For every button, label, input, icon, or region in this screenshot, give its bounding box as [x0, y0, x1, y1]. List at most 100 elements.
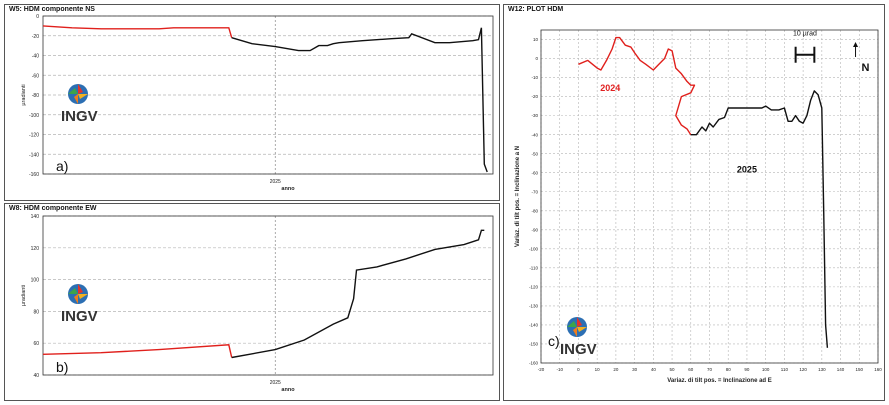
y-tick-label: 0	[535, 56, 538, 61]
panel-ns: W5: HDM componente NS 0 -20 -40 -60 -80 -100 -…	[4, 4, 500, 201]
x-axis-label: anno	[281, 186, 295, 192]
y-tick-label: 100	[31, 278, 40, 284]
ingv-logo: INGV	[61, 84, 98, 125]
y-tick-label: -50	[531, 151, 538, 156]
y-axis-label: Variaz. di tilt pos. = Inclinazione a N	[515, 146, 521, 247]
y-tick-label: -160	[529, 361, 539, 366]
globe-wedge	[68, 288, 78, 294]
x-tick-label: 110	[781, 367, 789, 372]
y-tick-label: -140	[29, 152, 39, 158]
chart-plot: -20 -10 0 10 20 30 40 50 60 70 80 90 100 110 120 130 140…	[515, 29, 882, 384]
logo-text: INGV	[61, 108, 98, 125]
panel-ew: W8: HDM componente EW 40 60 80 100 120 140 202…	[4, 203, 500, 401]
panel-title-ew: W8: HDM componente EW	[9, 205, 97, 212]
x-tick-label: 10	[595, 367, 601, 372]
x-tick-label: 160	[874, 367, 882, 372]
y-tick-label: -60	[32, 73, 39, 79]
x-axis-label: Variaz. di tilt pos. = Inclinazione ad E	[667, 378, 772, 384]
globe-wedge	[78, 294, 88, 299]
y-tick-label: 40	[33, 373, 39, 379]
x-tick-label: 2025	[270, 380, 281, 386]
y-tick-label: -40	[32, 54, 39, 60]
panel-plot: W12: PLOT HDM -20 -10 0 10 20 30 40 50 60 70 80 90 1…	[503, 4, 885, 401]
series-line-2024	[578, 36, 696, 136]
x-tick-label: 120	[799, 367, 807, 372]
y-tick-label: -10	[531, 75, 538, 80]
series-line-2025	[690, 90, 829, 348]
y-tick-label: -20	[32, 34, 39, 40]
globe-wedge	[573, 327, 577, 337]
y-tick-label: -100	[529, 246, 539, 251]
x-tick-label: 40	[651, 367, 657, 372]
y-tick-label: 0	[36, 14, 39, 20]
x-axis-label: anno	[281, 387, 295, 393]
x-tick-label: 100	[762, 367, 770, 372]
panel-title-plot: W12: PLOT HDM	[508, 6, 564, 13]
y-tick-label: 10	[533, 37, 539, 42]
y-tick-label: 120	[31, 246, 40, 252]
x-tick-label: 0	[577, 367, 580, 372]
ingv-globe-icon	[567, 317, 587, 337]
y-tick-label: -160	[29, 172, 39, 178]
y-tick-label: -40	[531, 132, 538, 137]
y-tick-label: -110	[529, 265, 538, 270]
panel-title-ns: W5: HDM componente NS	[9, 6, 95, 13]
north-label: N	[862, 62, 870, 74]
y-tick-label: -90	[531, 227, 538, 232]
plot-frame	[42, 215, 494, 376]
logo-text: INGV	[560, 341, 597, 358]
x-tick-label: 130	[818, 367, 826, 372]
ingv-globe-icon	[68, 84, 88, 104]
globe-wedge	[78, 84, 83, 94]
x-tick-label: -20	[538, 367, 545, 372]
y-tick-label: -60	[531, 170, 538, 175]
y-tick-label: -70	[531, 189, 538, 194]
x-tick-label: 140	[837, 367, 845, 372]
globe-wedge	[567, 321, 577, 327]
y-axis-label: µradianti	[21, 84, 27, 105]
y-axis-label: µradianti	[21, 285, 27, 306]
y-tick-label: -140	[529, 323, 539, 328]
plot-frame	[42, 15, 494, 175]
north-arrowhead-icon	[853, 42, 859, 47]
x-tick-label: 90	[744, 367, 750, 372]
series-label-2024: 2024	[600, 83, 620, 93]
series-line-red	[42, 25, 233, 38]
panel-label: a)	[56, 158, 68, 174]
y-tick-label: 140	[31, 214, 40, 220]
y-tick-label: -80	[32, 93, 39, 99]
logo-text: INGV	[61, 308, 98, 325]
y-tick-label: -30	[531, 113, 538, 118]
x-tick-label: 2025	[270, 179, 281, 185]
globe-wedge	[78, 284, 83, 294]
y-tick-label: -20	[531, 94, 538, 99]
globe-wedge	[78, 94, 88, 99]
scale-label: 10 µrad	[793, 31, 817, 38]
x-tick-label: 50	[670, 367, 676, 372]
ingv-logo: INGV	[61, 284, 98, 325]
x-tick-label: 60	[688, 367, 694, 372]
globe-wedge	[577, 327, 587, 332]
globe-wedge	[577, 317, 582, 327]
y-tick-label: -80	[531, 208, 538, 213]
x-tick-label: 150	[856, 367, 864, 372]
y-tick-label: -120	[29, 133, 39, 139]
y-tick-label: 80	[33, 309, 39, 315]
series-label-2025: 2025	[737, 165, 757, 175]
y-tick-label: -100	[29, 113, 39, 119]
plot-frame	[540, 29, 879, 364]
globe-wedge	[74, 294, 78, 304]
panel-label: b)	[56, 359, 68, 375]
globe-wedge	[74, 94, 78, 104]
x-tick-label: 70	[707, 367, 713, 372]
series-line-black	[231, 229, 485, 359]
x-tick-label: -10	[556, 367, 563, 372]
series-line-red	[42, 344, 233, 358]
x-tick-label: 20	[613, 367, 619, 372]
panel-label: c)	[548, 333, 560, 349]
y-tick-label: 60	[33, 341, 39, 347]
y-tick-label: -130	[529, 304, 539, 309]
x-tick-label: 30	[632, 367, 638, 372]
